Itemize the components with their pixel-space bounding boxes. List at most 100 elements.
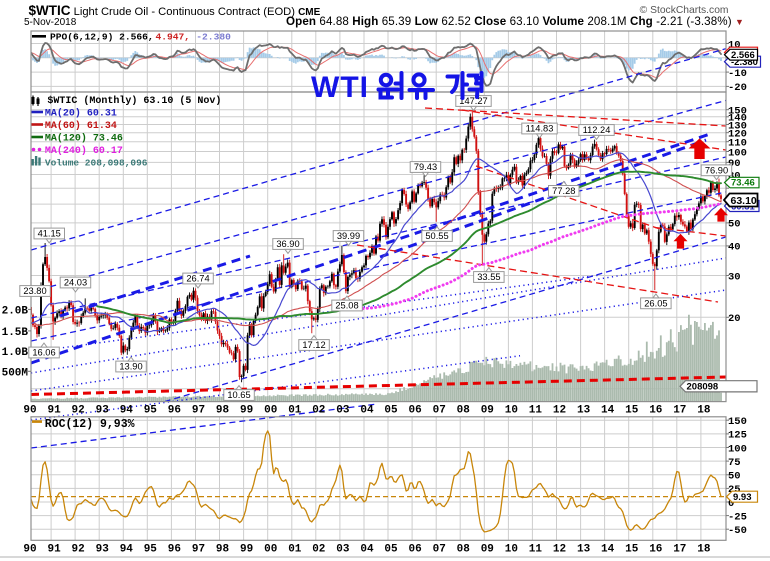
svg-text:100: 100 [728, 147, 747, 159]
svg-text:$WTIC (Monthly) 63.10 (5 Nov): $WTIC (Monthly) 63.10 (5 Nov) [47, 95, 221, 107]
svg-text:18: 18 [697, 405, 711, 417]
svg-text:-2.380: -2.380 [731, 57, 758, 68]
svg-text:02: 02 [312, 405, 325, 417]
svg-text:08: 08 [457, 544, 471, 556]
svg-text:110: 110 [728, 138, 747, 150]
svg-text:00: 00 [264, 544, 277, 556]
svg-text:92: 92 [71, 544, 84, 556]
svg-text:93: 93 [96, 544, 110, 556]
svg-text:99: 99 [240, 405, 253, 417]
svg-text:1.5B: 1.5B [2, 327, 29, 339]
svg-text:16: 16 [649, 405, 662, 417]
svg-text:15: 15 [625, 405, 639, 417]
svg-text:96: 96 [168, 405, 181, 417]
svg-text:500M: 500M [2, 367, 29, 379]
svg-text:WTI: WTI [311, 71, 369, 104]
svg-text:26.74: 26.74 [186, 274, 209, 284]
svg-text:125: 125 [728, 430, 747, 442]
svg-text:90: 90 [23, 405, 36, 417]
svg-text:150: 150 [728, 106, 747, 118]
svg-text:76.90: 76.90 [705, 165, 728, 175]
svg-text:PPO(6,12,9) 2.566,: PPO(6,12,9) 2.566, [50, 32, 154, 43]
svg-text:10: 10 [505, 405, 518, 417]
svg-text:30: 30 [728, 271, 741, 283]
svg-text:ROC(12) 9,93%: ROC(12) 9,93% [45, 418, 135, 431]
svg-text:93: 93 [96, 405, 110, 417]
svg-text:03: 03 [336, 544, 350, 556]
svg-text:33.55: 33.55 [477, 272, 500, 282]
svg-text:06: 06 [408, 405, 421, 417]
svg-text:13: 13 [577, 544, 591, 556]
svg-text:1.0B: 1.0B [2, 347, 29, 359]
svg-text:-50: -50 [728, 525, 747, 537]
svg-text:50.55: 50.55 [425, 231, 448, 241]
svg-text:36.90: 36.90 [276, 239, 299, 249]
svg-text:05: 05 [384, 405, 398, 417]
svg-text:09: 09 [481, 405, 494, 417]
svg-text:16.06: 16.06 [32, 348, 55, 358]
svg-text:99: 99 [240, 544, 253, 556]
svg-text:25.08: 25.08 [335, 301, 358, 311]
svg-text:11: 11 [529, 405, 543, 417]
svg-text:07: 07 [433, 544, 446, 556]
svg-text:73.46: 73.46 [731, 178, 755, 189]
svg-text:97: 97 [192, 405, 205, 417]
svg-text:MA(120) 73.46: MA(120) 73.46 [45, 133, 123, 145]
svg-text:04: 04 [360, 544, 374, 556]
svg-text:-2.380: -2.380 [196, 32, 231, 43]
svg-text:9.93: 9.93 [733, 492, 752, 503]
svg-text:04: 04 [360, 405, 374, 417]
svg-text:50: 50 [728, 471, 741, 483]
svg-text:17.12: 17.12 [302, 340, 325, 350]
svg-text:23.80: 23.80 [23, 286, 46, 296]
svg-text:95: 95 [144, 405, 158, 417]
svg-text:98: 98 [216, 544, 230, 556]
svg-text:15: 15 [625, 544, 639, 556]
svg-text:08: 08 [457, 405, 471, 417]
svg-text:150: 150 [728, 416, 747, 428]
svg-text:26.05: 26.05 [644, 298, 667, 308]
svg-text:06: 06 [408, 544, 421, 556]
svg-text:17: 17 [673, 405, 686, 417]
svg-text:MA(20) 60.31: MA(20) 60.31 [45, 108, 117, 120]
svg-text:112.24: 112.24 [583, 125, 611, 135]
svg-text:100: 100 [728, 443, 747, 455]
svg-text:MA(60) 61.34: MA(60) 61.34 [45, 120, 117, 132]
svg-text:40: 40 [728, 242, 741, 254]
svg-text:91: 91 [47, 544, 61, 556]
svg-text:02: 02 [312, 544, 325, 556]
svg-text:79.43: 79.43 [414, 162, 437, 172]
svg-text:07: 07 [433, 405, 446, 417]
svg-text:MA(240) 60.17: MA(240) 60.17 [45, 145, 123, 157]
svg-text:10: 10 [505, 544, 518, 556]
svg-text:01: 01 [288, 544, 302, 556]
svg-text:13.90: 13.90 [119, 362, 142, 372]
svg-text:63.10: 63.10 [731, 195, 757, 207]
svg-text:03: 03 [336, 405, 350, 417]
svg-text:01: 01 [288, 405, 302, 417]
svg-text:14: 14 [601, 544, 615, 556]
svg-text:20: 20 [728, 313, 741, 325]
svg-text:2.0B: 2.0B [2, 305, 29, 317]
svg-text:4.947,: 4.947, [156, 32, 191, 43]
svg-text:24.03: 24.03 [64, 278, 87, 288]
svg-text:0: 0 [728, 498, 734, 510]
svg-text:147.27: 147.27 [459, 96, 487, 106]
svg-text:17: 17 [673, 544, 686, 556]
svg-text:14: 14 [601, 405, 615, 417]
svg-text:50: 50 [728, 219, 741, 231]
svg-text:41.15: 41.15 [38, 229, 61, 239]
svg-text:114.83: 114.83 [526, 124, 554, 134]
svg-text:16: 16 [649, 544, 662, 556]
svg-text:95: 95 [144, 544, 158, 556]
svg-text:75: 75 [728, 457, 741, 469]
svg-text:92: 92 [71, 405, 84, 417]
svg-text:130: 130 [728, 120, 747, 132]
svg-text:-20: -20 [728, 82, 747, 94]
svg-text:12: 12 [553, 544, 566, 556]
svg-text:208098: 208098 [687, 382, 719, 393]
svg-text:2.566: 2.566 [731, 50, 755, 61]
svg-text:77.28: 77.28 [552, 186, 575, 196]
svg-text:94: 94 [120, 544, 134, 556]
svg-text:-10: -10 [728, 68, 747, 80]
